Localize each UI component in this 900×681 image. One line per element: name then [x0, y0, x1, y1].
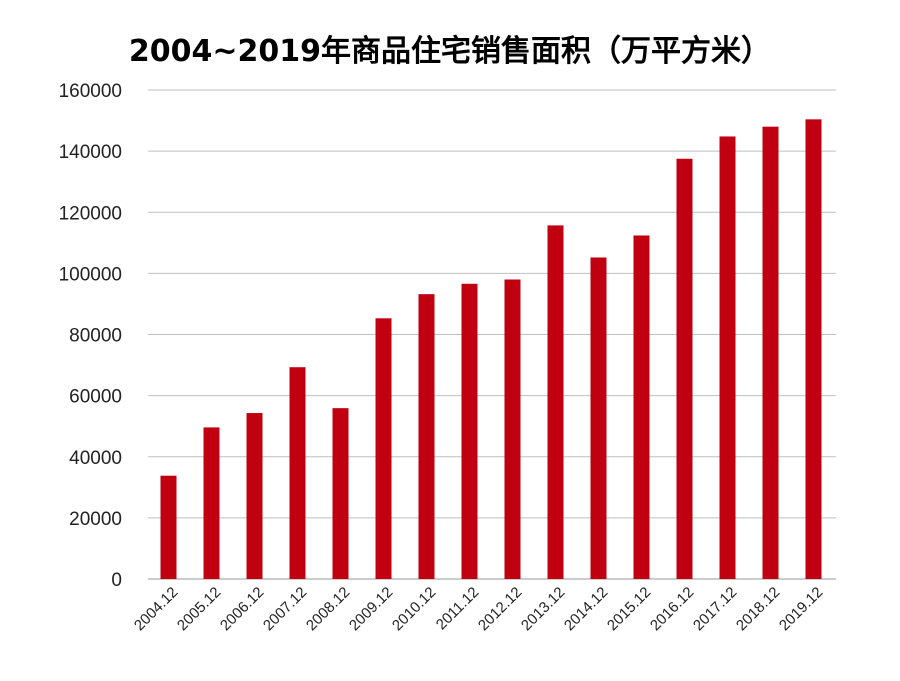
bar-2004.12: [160, 475, 177, 579]
x-tick-label: 2009.12: [346, 584, 396, 634]
bar-2008.12: [332, 408, 349, 579]
bar-2010.12: [418, 294, 435, 579]
x-tick-label: 2019.12: [776, 584, 826, 634]
bar-2018.12: [762, 126, 779, 580]
bar-2007.12: [289, 367, 306, 579]
bar-2019.12: [805, 119, 822, 579]
y-tick-label: 20000: [69, 509, 122, 530]
bar-2014.12: [590, 257, 607, 579]
bar-2011.12: [461, 283, 478, 579]
x-tick-label: 2015.12: [604, 584, 654, 634]
bar-2017.12: [719, 136, 736, 579]
y-axis-ticks: 0 20000 40000 60000 80000 100000 120000 140000 1…: [59, 81, 122, 591]
bar-2012.12: [504, 279, 521, 579]
y-tick-label: 0: [111, 570, 122, 591]
x-tick-label: 2005.12: [174, 584, 224, 634]
bar-2015.12: [633, 235, 650, 580]
x-tick-label: 2007.12: [260, 584, 310, 634]
y-tick-label: 140000: [59, 142, 122, 163]
x-tick-label: 2012.12: [475, 584, 525, 634]
bars: [160, 119, 822, 580]
x-tick-label: 2010.12: [389, 584, 439, 634]
x-tick-label: 2018.12: [733, 584, 783, 634]
x-axis-ticks: 2004.122005.122006.122007.122008.122009.…: [131, 584, 826, 634]
chart-title: 2004~2019年商品住宅销售面积（万平方米）: [128, 34, 772, 69]
x-tick-label: 2006.12: [217, 584, 267, 634]
y-tick-label: 60000: [69, 387, 122, 408]
x-tick-label: 2008.12: [303, 584, 353, 634]
x-tick-label: 2017.12: [690, 584, 740, 634]
x-tick-label: 2013.12: [518, 584, 568, 634]
bar-2009.12: [375, 318, 392, 579]
y-tick-label: 80000: [69, 326, 122, 347]
bar-2013.12: [547, 225, 564, 579]
x-tick-label: 2004.12: [131, 584, 181, 634]
y-tick-label: 40000: [69, 448, 122, 469]
x-tick-label: 2016.12: [647, 584, 697, 634]
bar-2016.12: [676, 158, 693, 579]
bar-2005.12: [203, 427, 220, 579]
y-tick-label: 120000: [59, 203, 122, 224]
x-tick-label: 2011.12: [433, 584, 483, 634]
y-tick-label: 100000: [59, 264, 122, 285]
bar-2006.12: [246, 413, 263, 579]
y-tick-label: 160000: [59, 81, 122, 102]
x-tick-label: 2014.12: [561, 584, 611, 634]
